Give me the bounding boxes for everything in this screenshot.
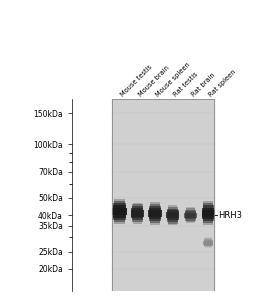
Bar	[185, 210, 196, 220]
Text: Rat testis: Rat testis	[173, 71, 199, 98]
Bar	[131, 210, 144, 217]
Text: HRH3: HRH3	[218, 211, 242, 220]
Bar	[133, 203, 142, 224]
Text: Rat brain: Rat brain	[190, 72, 216, 98]
Bar	[150, 202, 160, 225]
Bar	[132, 206, 143, 220]
Bar	[204, 201, 213, 225]
Bar	[112, 208, 127, 215]
Bar	[168, 205, 178, 225]
Bar	[205, 237, 212, 248]
Bar	[113, 206, 126, 218]
Bar	[112, 99, 214, 291]
Bar	[185, 211, 196, 219]
Bar	[150, 204, 160, 223]
Bar	[186, 207, 195, 224]
Bar	[113, 203, 126, 220]
Bar	[184, 213, 197, 218]
Bar	[168, 207, 178, 224]
Text: Rat spleen: Rat spleen	[208, 68, 237, 98]
Bar	[201, 210, 215, 217]
Bar	[114, 199, 125, 224]
Bar	[149, 208, 161, 219]
Bar	[204, 239, 212, 247]
Bar	[203, 203, 213, 223]
Bar	[132, 205, 142, 222]
Bar	[204, 238, 212, 248]
Bar	[167, 210, 179, 220]
Bar	[203, 206, 214, 221]
Bar	[149, 206, 161, 221]
Bar	[114, 201, 125, 222]
Bar	[166, 212, 179, 218]
Text: Mouse spleen: Mouse spleen	[155, 61, 192, 98]
Bar	[167, 208, 178, 222]
Bar	[131, 208, 143, 218]
Bar	[186, 208, 195, 222]
Bar	[204, 241, 213, 244]
Bar	[149, 210, 162, 217]
Text: Mouse testis: Mouse testis	[120, 64, 153, 98]
Text: Mouse brain: Mouse brain	[137, 65, 170, 98]
Bar	[204, 240, 213, 245]
Bar	[202, 208, 214, 219]
